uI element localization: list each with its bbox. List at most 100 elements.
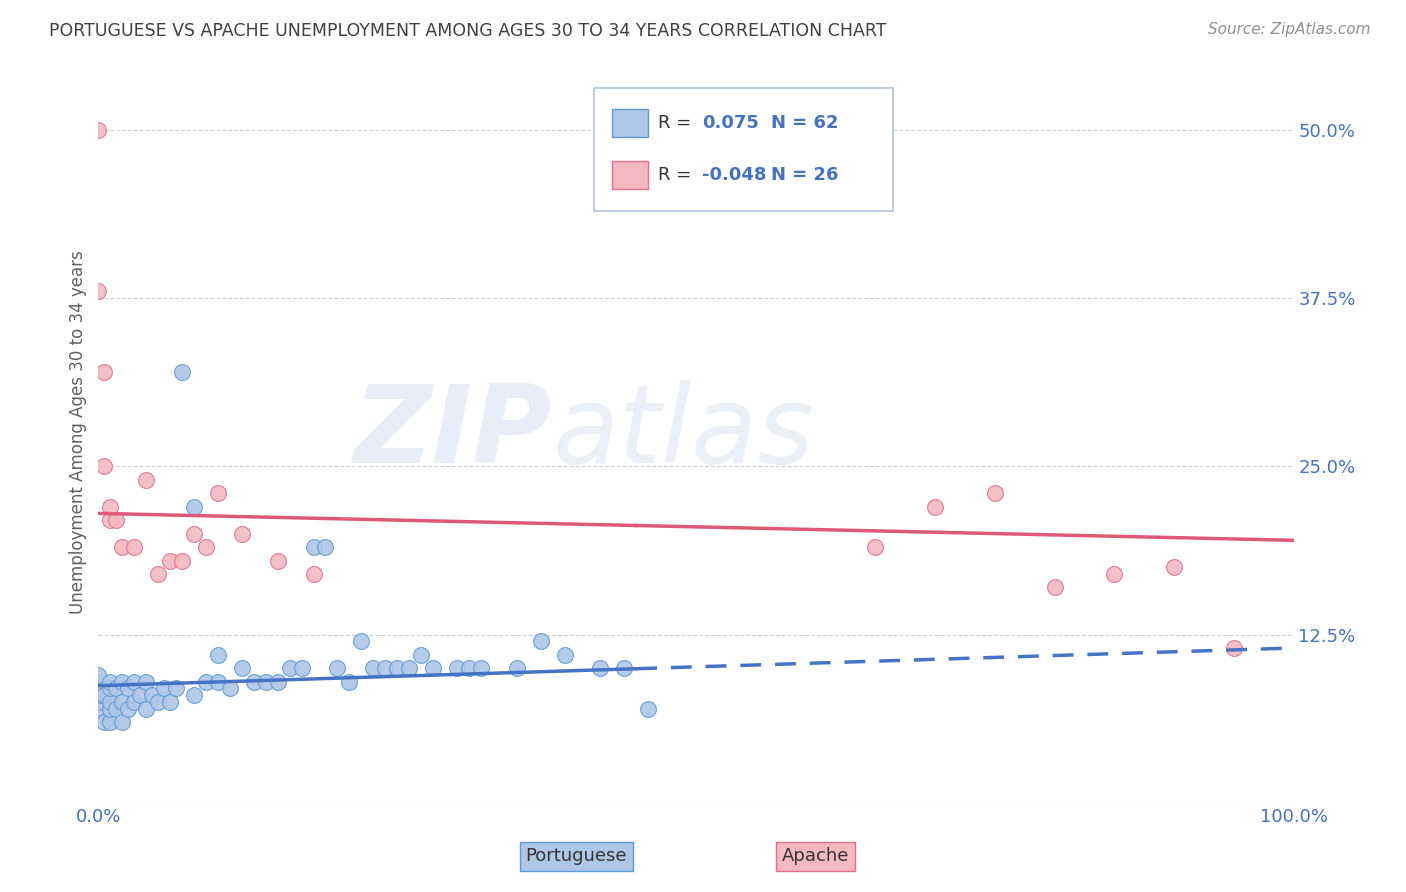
Point (350, 634, 373, 648)
Point (924, 500, 946, 514)
Text: atlas: atlas (553, 380, 814, 485)
Point (124, 674, 146, 689)
Point (159, 553, 181, 567)
Text: 0.075: 0.075 (702, 114, 759, 132)
Point (135, 701, 157, 715)
Text: N = 62: N = 62 (772, 114, 839, 132)
Point (87, 688, 110, 702)
Point (231, 661, 253, 675)
Point (141, 688, 163, 702)
Point (1223, 640, 1246, 655)
Point (339, 674, 361, 689)
FancyBboxPatch shape (613, 161, 648, 189)
Text: Source: ZipAtlas.com: Source: ZipAtlas.com (1208, 22, 1371, 37)
Point (385, 661, 409, 675)
Point (530, 634, 553, 648)
Point (105, 701, 128, 715)
Point (98, 695, 122, 709)
Point (195, 674, 218, 689)
Point (637, 701, 659, 715)
Point (865, 540, 887, 554)
Point (172, 553, 194, 567)
Point (291, 661, 314, 675)
Point (363, 661, 385, 675)
Point (153, 681, 176, 696)
Point (129, 688, 152, 702)
Point (254, 674, 277, 689)
Point (98, 500, 122, 514)
Point (446, 661, 468, 675)
Point (243, 674, 266, 689)
Point (219, 681, 242, 696)
Point (183, 526, 205, 541)
Point (984, 486, 1007, 500)
Point (1104, 566, 1126, 581)
Point (589, 661, 612, 675)
Point (98, 714, 122, 729)
Text: Apache: Apache (782, 847, 849, 865)
Point (111, 695, 134, 709)
Point (93, 459, 115, 474)
Point (111, 674, 134, 689)
Point (135, 473, 157, 487)
Point (315, 540, 337, 554)
Point (302, 566, 325, 581)
FancyBboxPatch shape (595, 88, 893, 211)
Point (117, 701, 139, 715)
Point (506, 661, 529, 675)
Point (422, 661, 444, 675)
Text: ZIP: ZIP (354, 380, 553, 485)
Point (231, 526, 253, 541)
Point (148, 566, 170, 581)
Point (93, 365, 115, 379)
Point (195, 540, 218, 554)
Point (183, 688, 205, 702)
Point (98, 681, 122, 696)
Point (111, 714, 134, 729)
Point (613, 661, 636, 675)
Point (183, 500, 205, 514)
Point (374, 661, 396, 675)
Point (135, 674, 157, 689)
Point (1043, 581, 1066, 595)
Point (172, 365, 194, 379)
Point (207, 486, 229, 500)
FancyBboxPatch shape (613, 109, 648, 137)
Point (117, 681, 139, 696)
Point (411, 648, 433, 662)
Point (148, 695, 170, 709)
Point (207, 648, 229, 662)
Point (87, 668, 110, 682)
Point (278, 661, 301, 675)
Point (87, 708, 110, 723)
Point (326, 661, 349, 675)
Point (87, 695, 110, 709)
Point (93, 714, 115, 729)
Point (458, 661, 481, 675)
Text: R =: R = (658, 114, 697, 132)
Point (267, 553, 290, 567)
Point (159, 695, 181, 709)
Point (98, 674, 122, 689)
Point (470, 661, 492, 675)
Point (1163, 560, 1185, 574)
Point (87, 122, 110, 136)
Y-axis label: Unemployment Among Ages 30 to 34 years: Unemployment Among Ages 30 to 34 years (69, 251, 87, 615)
Point (105, 681, 128, 696)
Point (398, 661, 420, 675)
Text: PORTUGUESE VS APACHE UNEMPLOYMENT AMONG AGES 30 TO 34 YEARS CORRELATION CHART: PORTUGUESE VS APACHE UNEMPLOYMENT AMONG … (49, 22, 887, 40)
Point (165, 681, 187, 696)
Point (554, 648, 576, 662)
Point (111, 540, 134, 554)
Point (302, 540, 325, 554)
Text: R =: R = (658, 166, 697, 184)
Text: N = 26: N = 26 (772, 166, 839, 184)
Point (124, 540, 146, 554)
Point (98, 701, 122, 715)
Point (98, 513, 122, 527)
Point (207, 674, 229, 689)
Text: -0.048: -0.048 (702, 166, 766, 184)
Point (124, 695, 146, 709)
Point (267, 674, 290, 689)
Point (87, 285, 110, 299)
